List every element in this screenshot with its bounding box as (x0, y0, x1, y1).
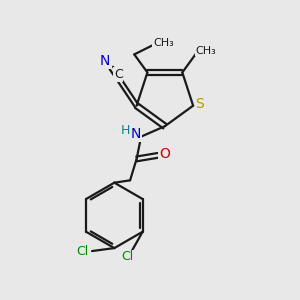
Text: N: N (130, 127, 141, 141)
Text: CH₃: CH₃ (195, 46, 216, 56)
Text: H: H (121, 124, 130, 136)
Text: CH₃: CH₃ (153, 38, 174, 47)
Text: O: O (159, 147, 170, 161)
Text: Cl: Cl (76, 244, 89, 258)
Text: N: N (100, 54, 110, 68)
Text: C: C (114, 68, 122, 81)
Text: Cl: Cl (122, 250, 134, 263)
Text: S: S (195, 97, 204, 111)
